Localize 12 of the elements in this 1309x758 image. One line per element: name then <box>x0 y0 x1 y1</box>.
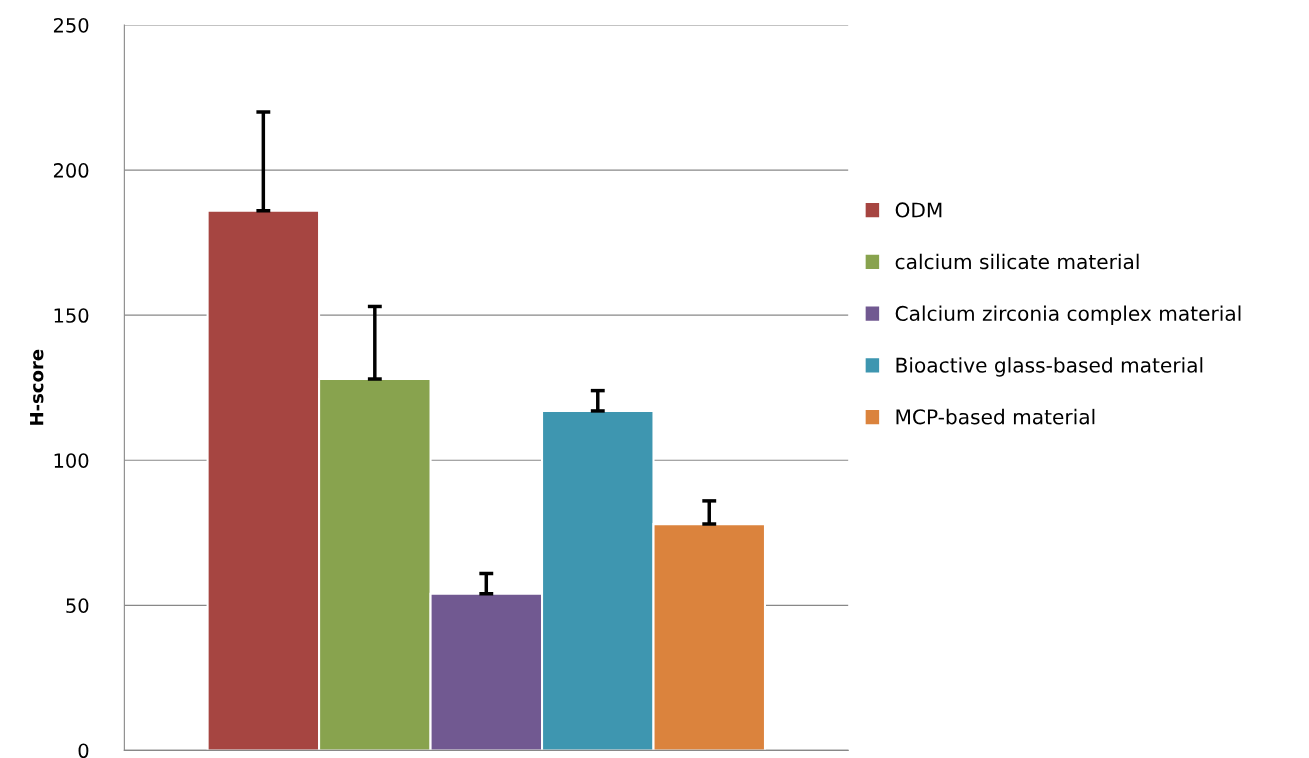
legend-label: calcium silicate material <box>895 253 1139 270</box>
legend-label: Calcium zirconia complex material <box>895 305 1241 325</box>
y-tick-label: 0 <box>78 743 89 758</box>
y-tick-label: 200 <box>53 163 89 178</box>
y-tick-label: 150 <box>54 308 89 323</box>
y-tick-label: 100 <box>54 453 89 468</box>
y-axis-title: H-score <box>30 349 44 425</box>
y-tick-label: 50 <box>66 598 89 613</box>
legend-label: ODM <box>895 202 942 218</box>
y-tick-label: 250 <box>53 17 89 33</box>
legend-label: Bioactive glass-based material <box>896 357 1203 377</box>
legend-label: MCP-based material <box>896 408 1095 425</box>
